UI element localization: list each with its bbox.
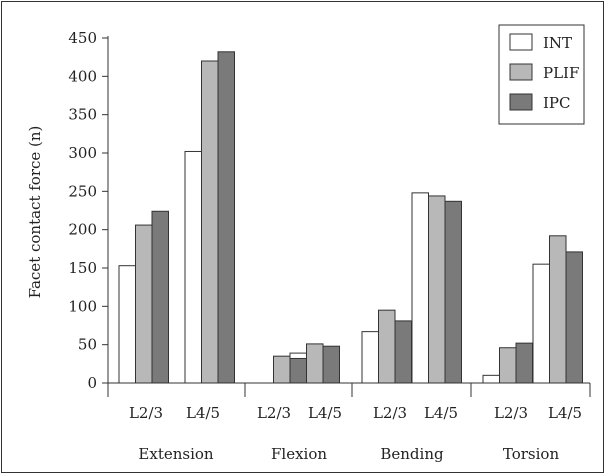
bar [306,343,324,384]
bar [135,224,153,384]
bar [217,51,235,384]
x-group-label: Flexion [271,445,327,463]
y-tick-label: 50 [78,336,97,354]
bar [482,374,500,384]
y-tick-label: 350 [68,106,97,124]
x-group-label: Bending [380,445,444,463]
bar [322,345,340,384]
y-tick-label: 300 [68,144,97,162]
bar [289,357,307,384]
bars [118,51,583,384]
bar [444,200,462,384]
bar [201,60,219,384]
bar [515,342,533,384]
legend-label: PLIF [543,64,579,82]
y-tick-label: 200 [68,221,97,239]
y-tick-label: 400 [68,67,97,85]
bar [361,331,379,384]
legend-label: INT [543,34,572,52]
bar [549,235,567,384]
bar [378,309,396,384]
x-category-label: L2/3 [257,404,291,422]
bar [428,195,446,384]
bar [499,347,517,384]
bar [273,355,291,384]
y-tick-label: 100 [68,297,97,315]
x-category-label: L2/3 [494,404,528,422]
bar [565,251,583,384]
x-axis: L2/3 L4/5 Extension L2/3 L4/5 Flexion L2/3 L4/5… [107,382,591,463]
x-category-label: L4/5 [186,404,220,422]
y-tick-label: 450 [68,29,97,47]
legend-swatch [509,93,533,111]
bar [394,320,412,384]
y-tick-label: 250 [68,182,97,200]
x-category-label: L2/3 [129,404,163,422]
x-category-label: L4/5 [424,404,458,422]
legend-label: IPC [543,94,571,112]
x-group-label: Torsion [503,445,560,463]
bar [532,263,550,384]
y-axis-title: Facet contact force (n) [26,126,44,299]
x-category-label: L4/5 [308,404,342,422]
x-group-label: Extension [138,445,214,463]
x-category-label: L2/3 [373,404,407,422]
legend-swatch [509,33,533,51]
bar [118,265,136,384]
bar [411,192,429,384]
legend-swatch [509,63,533,81]
legend: INT PLIF IPC [498,24,585,125]
y-tick-label: 0 [87,374,97,392]
y-tick-label: 150 [68,259,97,277]
y-axis: 0 50 100 150 200 250 300 350 400 450 [68,29,109,392]
bar [151,210,169,384]
bar [184,150,202,384]
x-category-label: L4/5 [548,404,582,422]
